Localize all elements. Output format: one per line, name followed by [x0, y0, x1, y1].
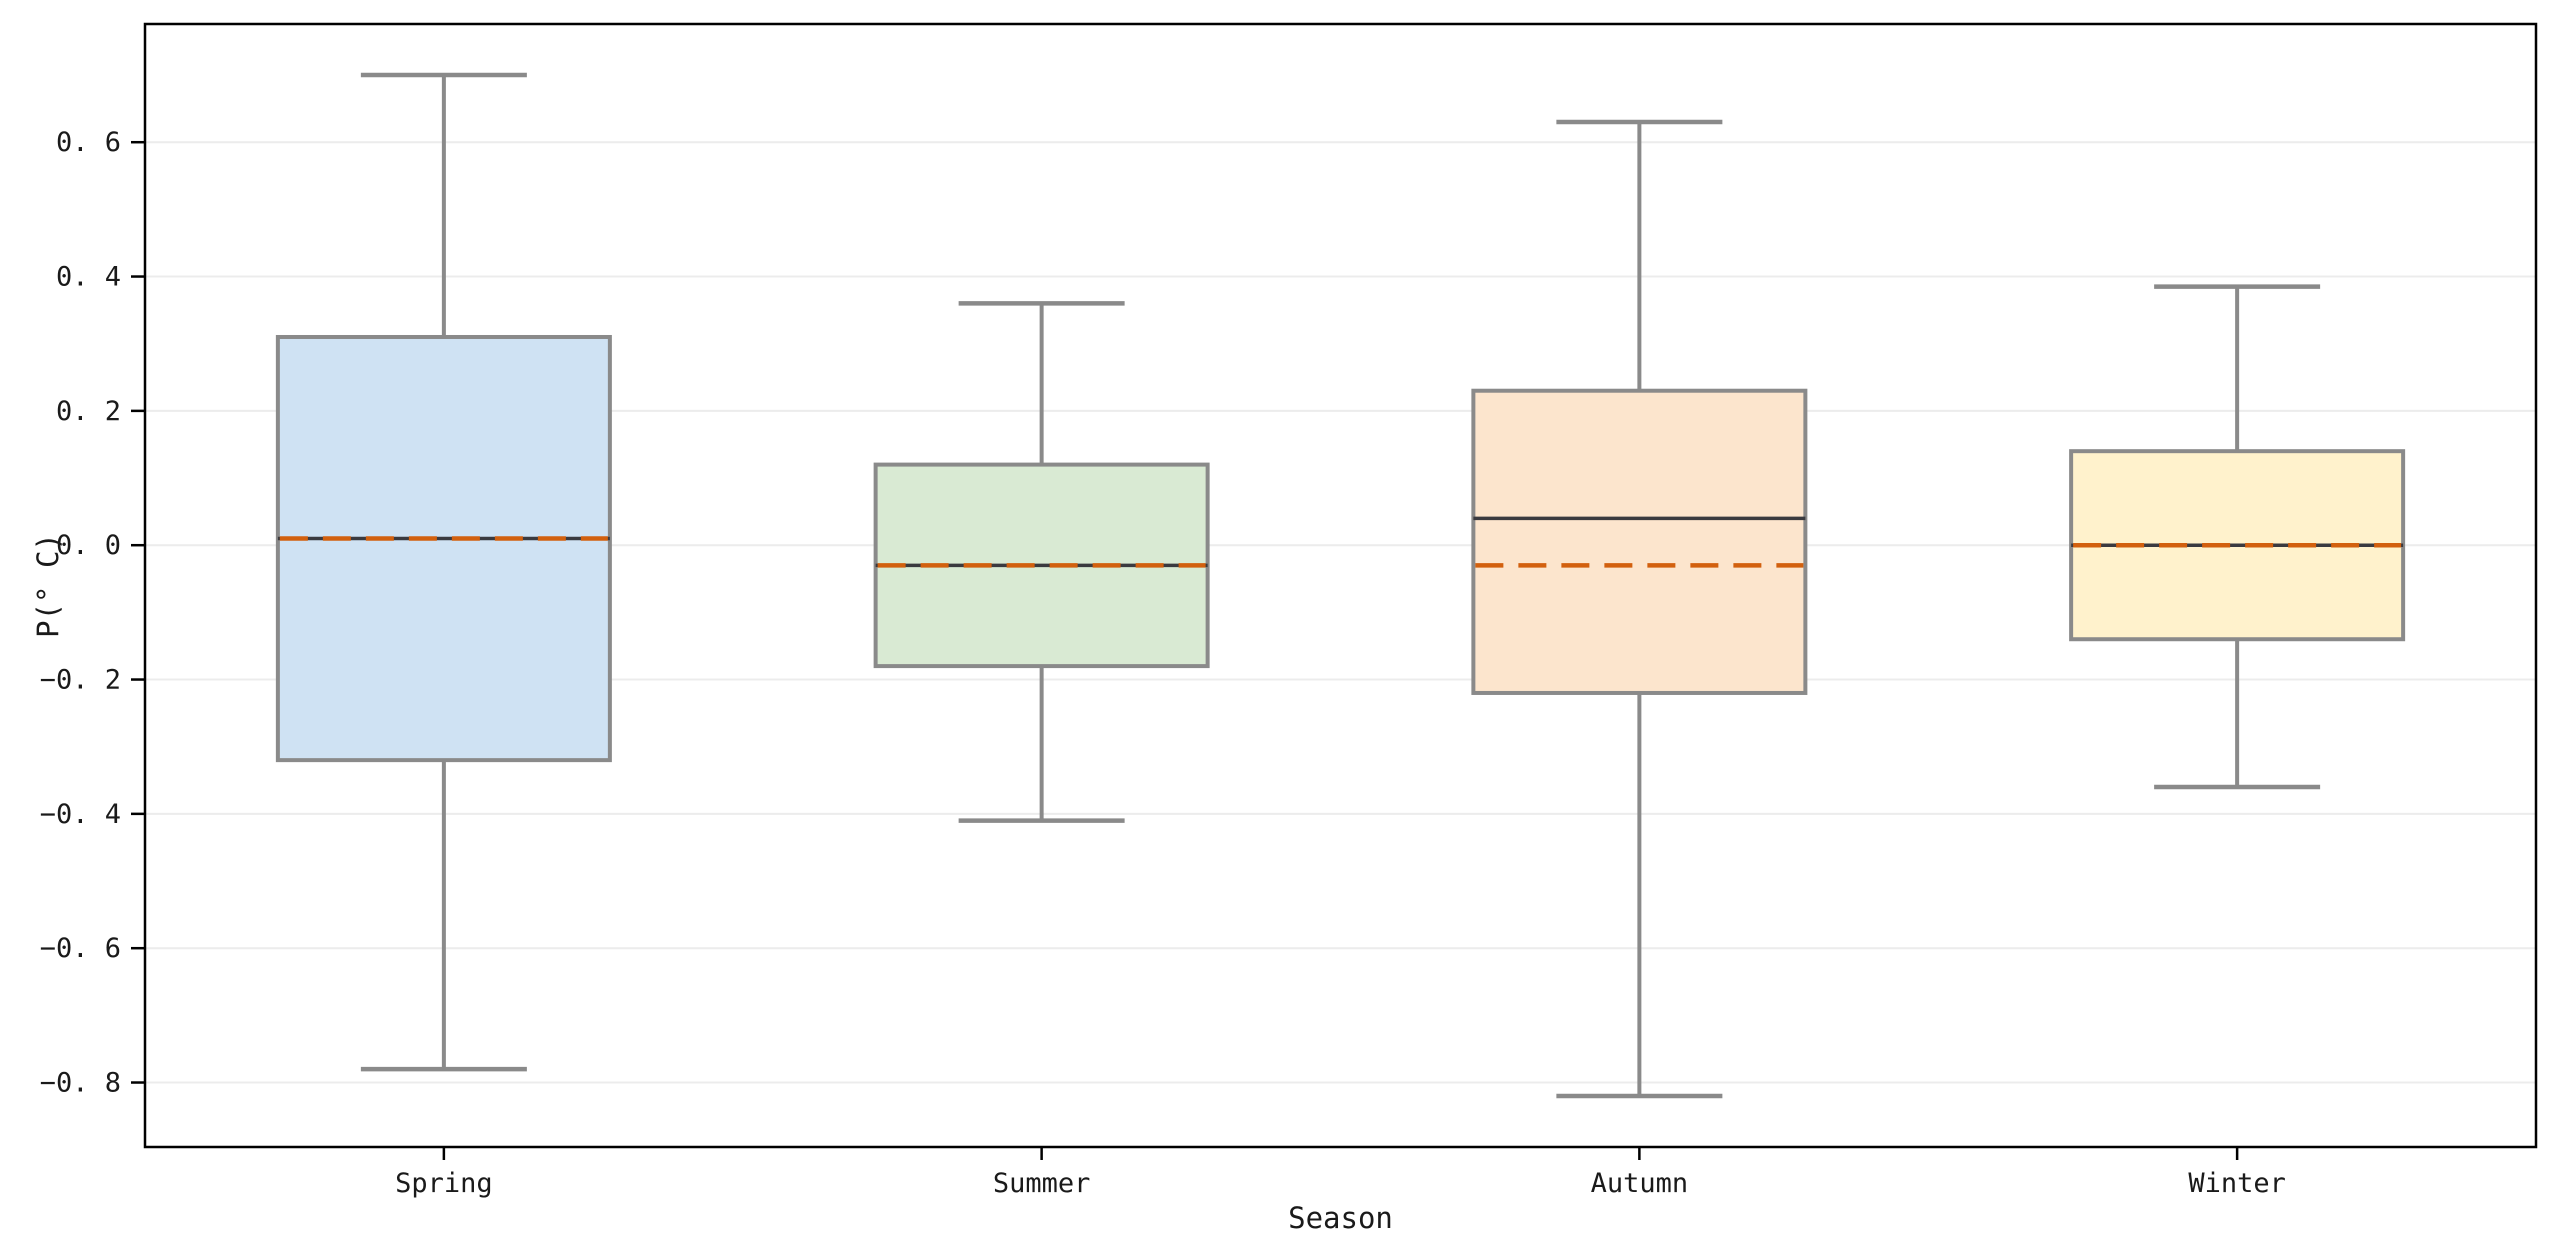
y-tick-label: 0. 4 — [56, 262, 121, 293]
ticks-layer: 0. 6 0. 4 0. 2 0. 0 −0. 2 −0. 4 −0. 6 −0. 8 Spri… — [40, 127, 2286, 1199]
x-tick-label-autumn: Autumn — [1591, 1168, 1689, 1199]
plot-frame — [143, 22, 2538, 1149]
box-autumn — [1471, 388, 1808, 695]
y-tick-label: 0. 6 — [56, 127, 121, 158]
boxes-layer — [275, 72, 2406, 1099]
box-spring — [275, 334, 612, 763]
axes-frame-layer — [143, 22, 2538, 1149]
x-tick-label-winter: Winter — [2188, 1168, 2286, 1199]
y-axis-title: P(° C) — [31, 533, 65, 638]
y-tick-label: 0. 2 — [56, 396, 121, 427]
y-tick-label: 0. 0 — [56, 530, 121, 561]
y-tick-label: −0. 6 — [40, 933, 121, 964]
x-tick-label-spring: Spring — [395, 1168, 493, 1199]
x-axis-title: Season — [1288, 1201, 1393, 1235]
y-tick-label: −0. 2 — [40, 665, 121, 696]
y-tick-label: −0. 8 — [40, 1068, 121, 1099]
y-tick-label: −0. 4 — [40, 799, 121, 830]
x-tick-label-summer: Summer — [993, 1168, 1091, 1199]
